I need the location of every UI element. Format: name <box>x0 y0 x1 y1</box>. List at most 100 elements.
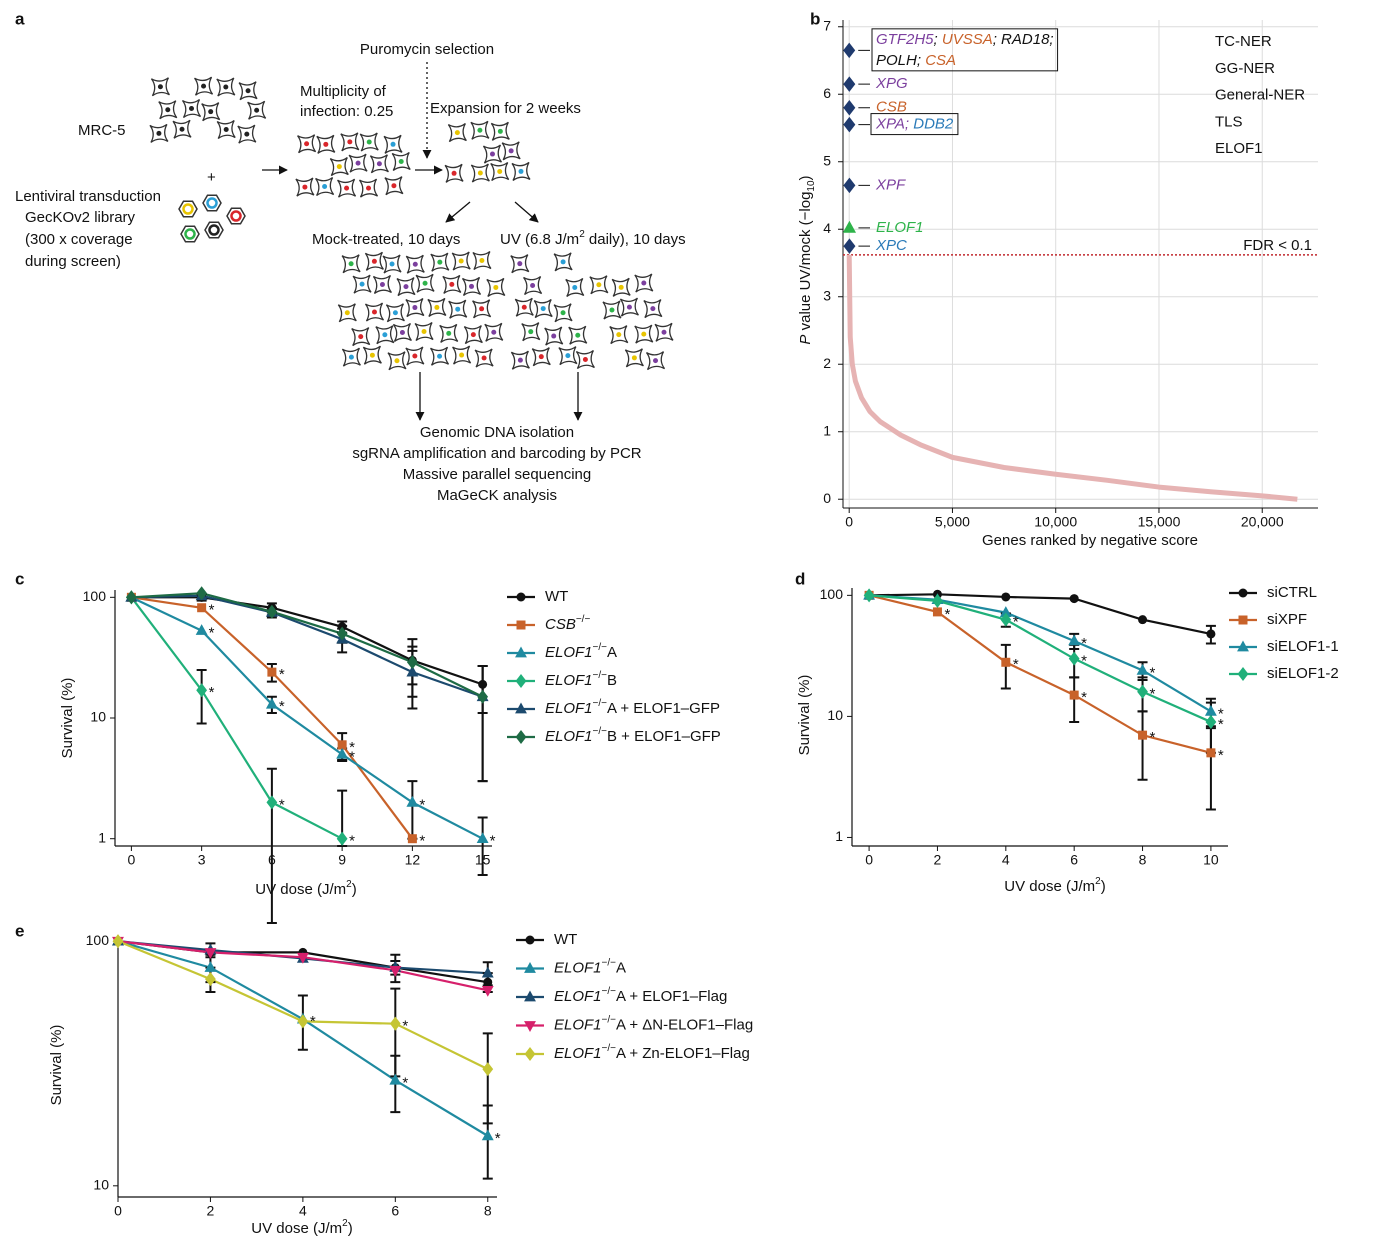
label: GecKOv2 library <box>25 209 136 226</box>
cell-nucleus <box>575 332 581 338</box>
series-line <box>131 594 483 698</box>
marker <box>406 665 419 677</box>
gene-name: POLH; <box>876 52 925 69</box>
x-axis-label: UV dose (J/m2) <box>251 1218 352 1237</box>
marker <box>843 116 856 133</box>
marker <box>406 655 418 670</box>
cell-nucleus <box>582 357 588 363</box>
cell-nucleus <box>304 141 310 147</box>
marker <box>1001 657 1011 667</box>
cell-nucleus <box>437 353 443 359</box>
legend-marker <box>524 990 536 1002</box>
cell-nucleus <box>446 330 452 336</box>
cell-nucleus <box>641 280 647 286</box>
x-tick-label: 2 <box>934 852 942 868</box>
x-axis-label: UV dose (J/m2) <box>1004 876 1105 895</box>
cell-nucleus <box>434 304 440 310</box>
gene-name: ; <box>934 31 942 48</box>
series-line <box>868 594 1212 754</box>
gene-name: UVSSA <box>942 31 993 48</box>
y-tick-label: 3 <box>823 287 831 303</box>
series-line <box>130 596 484 840</box>
cell-nucleus <box>358 334 364 340</box>
legend-label: ELOF1−/−A + Zn-ELOF1–Flag <box>554 1043 750 1062</box>
gene-name: XPF <box>875 176 906 193</box>
cell-nucleus <box>336 164 342 170</box>
marker <box>296 952 309 964</box>
cell-nucleus <box>366 185 372 191</box>
marker <box>266 795 278 810</box>
gene-label-text: XPC <box>875 237 907 254</box>
label-box <box>871 28 1059 72</box>
marker <box>932 607 942 617</box>
marker <box>1138 730 1148 740</box>
gene-label: XPF <box>875 176 906 193</box>
marker <box>336 626 348 641</box>
cell-nucleus <box>254 107 260 113</box>
cell-nucleus <box>399 329 405 335</box>
x-tick-label: 4 <box>299 1203 307 1219</box>
name-part: ELOF1 <box>554 1045 602 1062</box>
vector <box>204 221 224 239</box>
gene-label-text: XPG <box>875 75 908 92</box>
legend-entry: TLS <box>1215 113 1243 130</box>
significance-mark: * <box>279 666 285 683</box>
cell-nucleus <box>551 333 557 339</box>
superscript: −/− <box>593 698 608 709</box>
gene-label-text: XPF <box>875 176 906 193</box>
marker <box>205 972 216 987</box>
cell-nucleus <box>371 258 377 264</box>
label: MaGeCK analysis <box>437 487 557 504</box>
cell-nucleus <box>650 306 656 312</box>
subscript: 10 <box>806 180 817 192</box>
y-tick-label: 2 <box>823 355 831 371</box>
y-tick-label: 100 <box>820 586 844 602</box>
x-tick-label: 10,000 <box>1034 514 1077 530</box>
legend-entry: General-NER <box>1215 87 1305 104</box>
marker <box>267 667 277 677</box>
x-tick-label: 8 <box>484 1203 492 1219</box>
superscript: −/− <box>602 1043 617 1054</box>
legend-entry: TC-NER <box>1215 33 1272 50</box>
marker <box>197 603 207 613</box>
cell-nucleus <box>348 261 354 267</box>
cell-nucleus <box>394 358 400 364</box>
marker <box>478 679 488 689</box>
x-tick-label: 9 <box>338 852 346 868</box>
marker <box>1137 684 1148 699</box>
legend-label: ELOF1−/−A + ΔN-ELOF1–Flag <box>554 1014 753 1033</box>
name-part: ELOF1 <box>554 1016 602 1033</box>
cell-nucleus <box>477 127 483 133</box>
legend-label: ELOF1−/−B <box>545 670 617 689</box>
cell-nucleus <box>344 310 350 316</box>
label-part: ) <box>352 881 357 898</box>
legend-entry: ELOF1 <box>1215 140 1263 157</box>
significance-mark: * <box>209 684 215 701</box>
significance-mark: * <box>1218 716 1224 733</box>
marker <box>1001 592 1011 602</box>
marker <box>112 934 124 949</box>
superscript: −/− <box>593 726 608 737</box>
cell-nucleus <box>560 310 566 316</box>
cell-nucleus <box>458 258 464 264</box>
arrow <box>445 201 471 223</box>
cell-nucleus <box>560 259 566 265</box>
marker <box>481 985 494 997</box>
label: Massive parallel sequencing <box>403 466 591 483</box>
x-tick-label: 4 <box>1002 852 1010 868</box>
cell-nucleus <box>641 331 647 337</box>
marker <box>389 966 402 977</box>
name-part: A + ΔN-ELOF1–Flag <box>616 1016 753 1033</box>
significance-mark: * <box>1081 635 1087 652</box>
legend-marker <box>1238 615 1248 625</box>
marker <box>481 1129 494 1141</box>
marker <box>204 961 217 972</box>
name-part: B + ELOF1–GFP <box>607 728 721 745</box>
cell-nucleus <box>572 284 578 290</box>
cell-nucleus <box>565 353 571 359</box>
cell-nucleus <box>165 107 171 113</box>
y-axis-label: Survival (%) <box>796 675 813 756</box>
y-tick-label: 100 <box>83 588 107 604</box>
legend-marker <box>516 620 526 630</box>
y-tick-label: 100 <box>86 932 110 948</box>
